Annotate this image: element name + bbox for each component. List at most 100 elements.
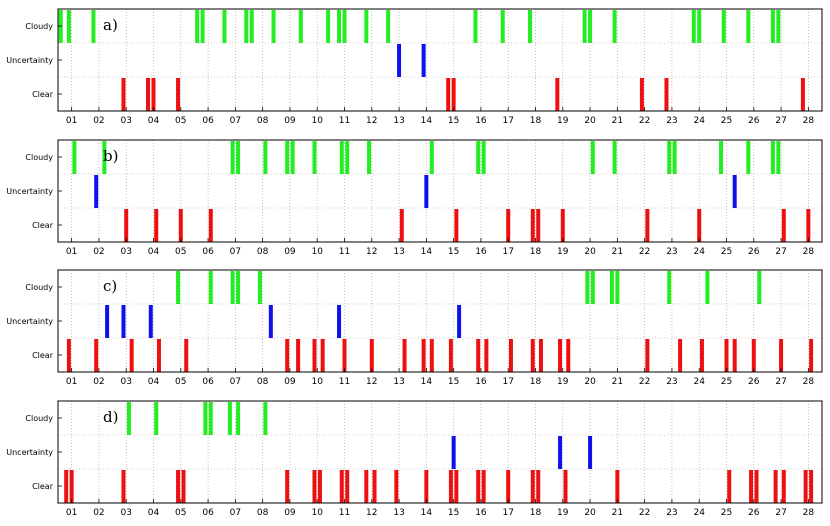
mark-clear [536, 209, 541, 242]
x-tick-label: 07 [230, 508, 241, 518]
mark-cloudy [776, 141, 781, 174]
mark-clear [296, 339, 301, 372]
x-tick-label: 24 [693, 508, 705, 518]
x-tick-label: 22 [639, 116, 650, 126]
x-tick-label: 11 [339, 508, 350, 518]
x-tick-label: 09 [284, 377, 296, 387]
x-tick-label: 07 [230, 377, 241, 387]
mark-cloudy [528, 10, 533, 43]
x-tick-label: 09 [284, 508, 296, 518]
x-tick-label: 18 [530, 116, 542, 126]
mark-clear [749, 470, 754, 503]
x-tick-label: 16 [475, 116, 487, 126]
mark-clear [399, 209, 404, 242]
x-tick-label: 21 [612, 247, 623, 257]
x-tick-label: 09 [284, 116, 296, 126]
mark-cloudy [697, 10, 702, 43]
mark-cloudy [72, 141, 77, 174]
mark-clear [732, 339, 737, 372]
mark-clear [803, 470, 808, 503]
mark-clear [285, 470, 290, 503]
mark-clear [806, 209, 811, 242]
mark-clear [156, 339, 161, 372]
mark-clear [184, 339, 189, 372]
mark-cloudy [612, 10, 617, 43]
y-tick-label: Uncertainty [6, 56, 53, 65]
mark-cloudy [481, 141, 486, 174]
mark-clear [538, 339, 543, 372]
mark-clear [481, 470, 486, 503]
mark-clear [751, 339, 756, 372]
mark-clear [645, 339, 650, 372]
x-tick-label: 01 [66, 508, 77, 518]
y-tick-label: Cloudy [25, 22, 53, 31]
mark-cloudy [705, 271, 710, 304]
x-tick-label: 26 [748, 508, 760, 518]
mark-clear [176, 470, 181, 503]
mark-clear [69, 470, 74, 503]
mark-clear [402, 339, 407, 372]
mark-cloudy [615, 271, 620, 304]
mark-clear [781, 470, 786, 503]
mark-clear [146, 78, 151, 111]
x-tick-label: 13 [393, 508, 404, 518]
plot-frame [57, 400, 823, 504]
mark-cloudy [386, 10, 391, 43]
mark-cloudy [364, 10, 369, 43]
panel-label: c) [103, 277, 117, 295]
mark-cloudy [230, 271, 235, 304]
x-tick-label: 22 [639, 508, 650, 518]
plot-frame [57, 8, 823, 112]
x-tick-label: 12 [366, 508, 377, 518]
x-tick-label: 19 [557, 377, 569, 387]
y-tick-label: Clear [32, 90, 54, 99]
mark-uncertainty [94, 175, 99, 208]
x-tick-label: 08 [257, 247, 269, 257]
mark-cloudy [667, 271, 672, 304]
mark-cloudy [91, 10, 96, 43]
x-tick-label: 13 [393, 247, 404, 257]
x-tick-label: 28 [803, 116, 815, 126]
x-tick-label: 15 [448, 508, 459, 518]
x-tick-label: 14 [421, 377, 433, 387]
x-tick-label: 16 [475, 377, 487, 387]
x-tick-label: 20 [584, 508, 596, 518]
mark-clear [64, 470, 69, 503]
mark-clear [558, 339, 563, 372]
x-tick-label: 02 [93, 508, 104, 518]
y-tick-label: Cloudy [25, 414, 53, 423]
mark-clear [448, 470, 453, 503]
mark-clear [508, 339, 513, 372]
mark-cloudy [326, 10, 331, 43]
mark-cloudy [249, 10, 254, 43]
mark-clear [285, 339, 290, 372]
x-tick-label: 04 [148, 116, 160, 126]
x-tick-label: 18 [530, 508, 542, 518]
x-tick-label: 05 [175, 116, 186, 126]
mark-uncertainty [457, 305, 462, 338]
mark-cloudy [176, 271, 181, 304]
mark-clear [506, 209, 511, 242]
x-tick-label: 20 [584, 377, 596, 387]
x-tick-label: 09 [284, 247, 296, 257]
mark-clear [429, 339, 434, 372]
mark-clear [773, 470, 778, 503]
x-tick-label: 07 [230, 116, 241, 126]
x-tick-label: 28 [803, 247, 815, 257]
mark-cloudy [770, 10, 775, 43]
mark-cloudy [337, 10, 342, 43]
x-tick-label: 11 [339, 116, 350, 126]
x-tick-label: 18 [530, 247, 542, 257]
x-tick-label: 06 [202, 247, 214, 257]
mark-cloudy [200, 10, 205, 43]
mark-clear [369, 339, 374, 372]
mark-clear [364, 470, 369, 503]
y-tick-label: Uncertainty [6, 187, 53, 196]
x-tick-label: 23 [666, 247, 677, 257]
mark-clear [754, 470, 759, 503]
mark-cloudy [590, 141, 595, 174]
mark-clear [724, 339, 729, 372]
x-tick-label: 04 [148, 247, 160, 257]
mark-clear [178, 209, 183, 242]
